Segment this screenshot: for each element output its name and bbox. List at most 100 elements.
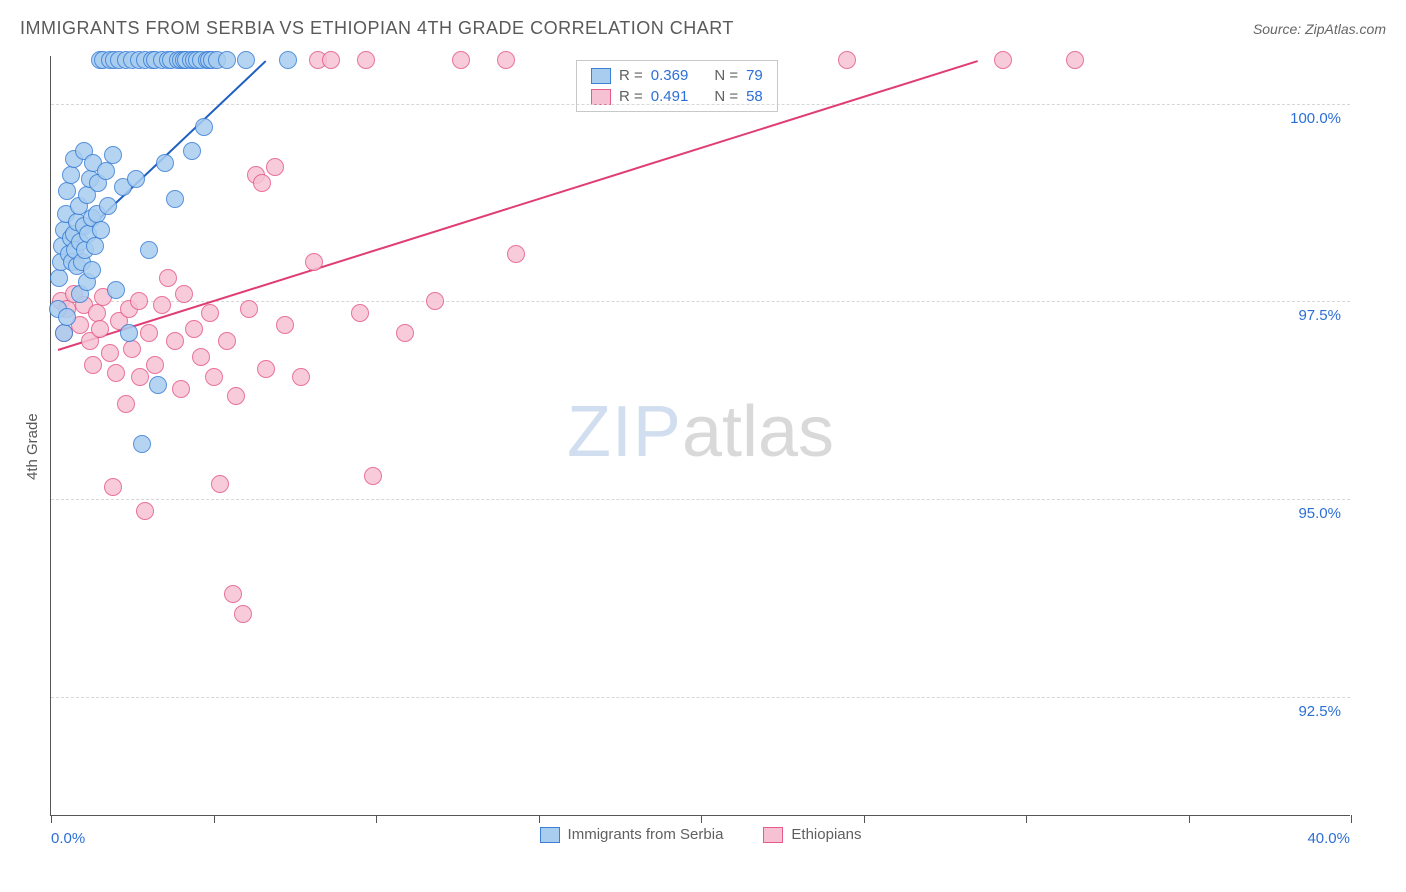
scatter-point-serbia [86,237,104,255]
scatter-plot: ZIPatlas R = 0.369 N = 79 R = 0.491 N = … [50,56,1350,816]
x-tick-label-start: 0.0% [51,830,85,847]
x-tick [701,815,702,823]
scatter-point-ethiopia [507,245,525,263]
scatter-point-ethiopia [364,467,382,485]
scatter-point-ethiopia [205,368,223,386]
scatter-point-ethiopia [201,304,219,322]
scatter-point-serbia [62,166,80,184]
gridline [51,697,1350,698]
y-tick-label: 100.0% [1281,110,1341,127]
scatter-point-ethiopia [452,51,470,69]
series-label-serbia: Immigrants from Serbia [568,826,724,843]
scatter-point-ethiopia [101,344,119,362]
scatter-point-ethiopia [234,605,252,623]
x-tick [864,815,865,823]
legend-item-ethiopia: Ethiopians [763,826,861,843]
scatter-point-serbia [156,154,174,172]
scatter-point-ethiopia [253,174,271,192]
scatter-point-ethiopia [497,51,515,69]
n-label: N = [714,67,738,84]
scatter-point-serbia [92,221,110,239]
scatter-point-serbia [140,241,158,259]
scatter-point-ethiopia [357,51,375,69]
x-tick [1026,815,1027,823]
scatter-point-serbia [237,51,255,69]
scatter-point-ethiopia [104,478,122,496]
scatter-point-ethiopia [107,364,125,382]
y-tick-label: 97.5% [1281,307,1341,324]
scatter-point-ethiopia [175,285,193,303]
y-tick-label: 95.0% [1281,505,1341,522]
scatter-point-ethiopia [322,51,340,69]
n-value-ethiopia: 58 [746,88,763,105]
watermark-zip: ZIP [567,391,682,471]
scatter-point-ethiopia [351,304,369,322]
scatter-point-ethiopia [276,316,294,334]
scatter-point-serbia [120,324,138,342]
scatter-point-ethiopia [185,320,203,338]
scatter-point-ethiopia [166,332,184,350]
scatter-point-ethiopia [159,269,177,287]
scatter-point-ethiopia [994,51,1012,69]
r-value-serbia: 0.369 [651,67,689,84]
x-tick-label-end: 40.0% [1307,830,1350,847]
y-tick-label: 92.5% [1281,703,1341,720]
scatter-point-serbia [149,376,167,394]
watermark-atlas: atlas [682,391,834,471]
chart-title: IMMIGRANTS FROM SERBIA VS ETHIOPIAN 4TH … [20,18,734,39]
legend-row-serbia: R = 0.369 N = 79 [577,65,777,86]
scatter-point-ethiopia [1066,51,1084,69]
scatter-point-serbia [50,269,68,287]
x-tick [376,815,377,823]
scatter-point-ethiopia [305,253,323,271]
scatter-point-ethiopia [117,395,135,413]
x-tick [51,815,52,823]
swatch-ethiopia [591,89,611,105]
r-label: R = [619,67,643,84]
scatter-point-ethiopia [91,320,109,338]
swatch-serbia [591,68,611,84]
scatter-point-serbia [83,261,101,279]
scatter-point-serbia [104,146,122,164]
scatter-point-ethiopia [227,387,245,405]
scatter-point-ethiopia [140,324,158,342]
scatter-point-serbia [183,142,201,160]
swatch-ethiopia [763,827,783,843]
series-legend: Immigrants from Serbia Ethiopians [51,826,1350,843]
scatter-point-serbia [133,435,151,453]
scatter-point-ethiopia [84,356,102,374]
scatter-point-ethiopia [218,332,236,350]
scatter-point-serbia [107,281,125,299]
scatter-point-ethiopia [257,360,275,378]
scatter-point-ethiopia [131,368,149,386]
scatter-point-ethiopia [123,340,141,358]
scatter-point-ethiopia [192,348,210,366]
scatter-point-serbia [58,308,76,326]
scatter-point-ethiopia [146,356,164,374]
y-axis-title: 4th Grade [24,413,41,480]
r-value-ethiopia: 0.491 [651,88,689,105]
scatter-point-serbia [127,170,145,188]
legend-item-serbia: Immigrants from Serbia [540,826,724,843]
x-tick [1351,815,1352,823]
r-label: R = [619,88,643,105]
series-label-ethiopia: Ethiopians [791,826,861,843]
gridline [51,104,1350,105]
n-value-serbia: 79 [746,67,763,84]
scatter-point-ethiopia [240,300,258,318]
scatter-point-serbia [195,118,213,136]
scatter-point-ethiopia [130,292,148,310]
scatter-point-serbia [166,190,184,208]
scatter-point-ethiopia [396,324,414,342]
scatter-point-ethiopia [136,502,154,520]
x-tick [214,815,215,823]
source-label: Source: ZipAtlas.com [1253,21,1386,37]
scatter-point-ethiopia [211,475,229,493]
scatter-point-ethiopia [426,292,444,310]
watermark: ZIPatlas [567,390,834,472]
scatter-point-serbia [218,51,236,69]
scatter-point-ethiopia [292,368,310,386]
x-tick [539,815,540,823]
scatter-point-ethiopia [224,585,242,603]
scatter-point-ethiopia [153,296,171,314]
